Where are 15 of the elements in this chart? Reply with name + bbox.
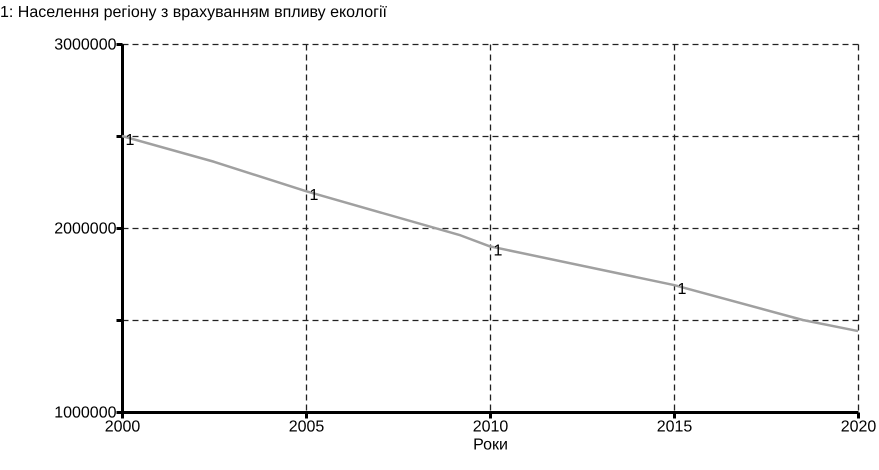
x-tick-label: 2010	[472, 418, 508, 436]
series-label: 1	[310, 187, 319, 204]
line-series	[120, 134, 860, 332]
y-tick-label: 3000000	[54, 36, 117, 54]
text: 1	[126, 132, 134, 149]
text: 1	[494, 242, 502, 260]
x-tick-label: 2000	[104, 418, 140, 436]
text: 1	[678, 281, 686, 298]
x-axis-title: Роки	[473, 436, 508, 454]
y-tick-label: 2000000	[54, 220, 117, 238]
chart-title: 1: Населення регіону з врахуванням впливу екології	[0, 4, 388, 21]
x-tick-label: 2015	[656, 418, 692, 436]
x-tick-label: 2005	[288, 418, 324, 436]
x-tick-label: 2020	[840, 418, 876, 436]
y-tick-label: 1000000	[54, 404, 117, 422]
